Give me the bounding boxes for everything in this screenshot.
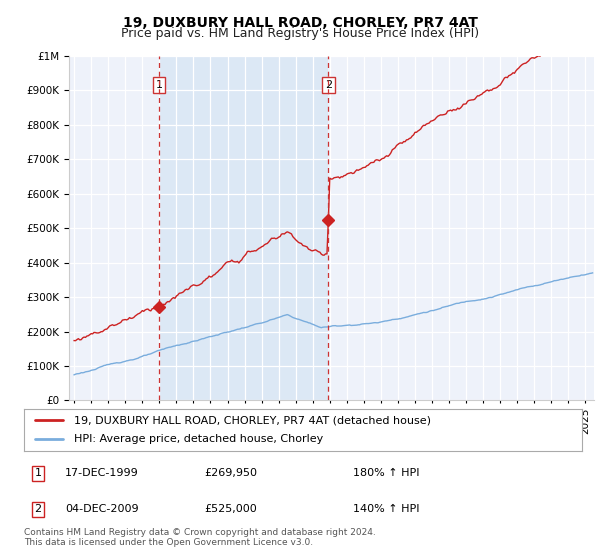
Text: HPI: Average price, detached house, Chorley: HPI: Average price, detached house, Chor… [74,435,323,445]
Text: 1: 1 [34,468,41,478]
Text: 04-DEC-2009: 04-DEC-2009 [65,505,139,515]
Text: 180% ↑ HPI: 180% ↑ HPI [353,468,420,478]
Text: 2: 2 [34,505,41,515]
Text: 17-DEC-1999: 17-DEC-1999 [65,468,139,478]
Text: 1: 1 [155,80,163,90]
Text: £269,950: £269,950 [204,468,257,478]
Text: 19, DUXBURY HALL ROAD, CHORLEY, PR7 4AT: 19, DUXBURY HALL ROAD, CHORLEY, PR7 4AT [122,16,478,30]
Text: Contains HM Land Registry data © Crown copyright and database right 2024.
This d: Contains HM Land Registry data © Crown c… [24,528,376,547]
Text: 2: 2 [325,80,332,90]
Text: 140% ↑ HPI: 140% ↑ HPI [353,505,420,515]
Text: Price paid vs. HM Land Registry's House Price Index (HPI): Price paid vs. HM Land Registry's House … [121,27,479,40]
Text: 19, DUXBURY HALL ROAD, CHORLEY, PR7 4AT (detached house): 19, DUXBURY HALL ROAD, CHORLEY, PR7 4AT … [74,415,431,425]
Text: £525,000: £525,000 [204,505,257,515]
Bar [159,56,328,400]
